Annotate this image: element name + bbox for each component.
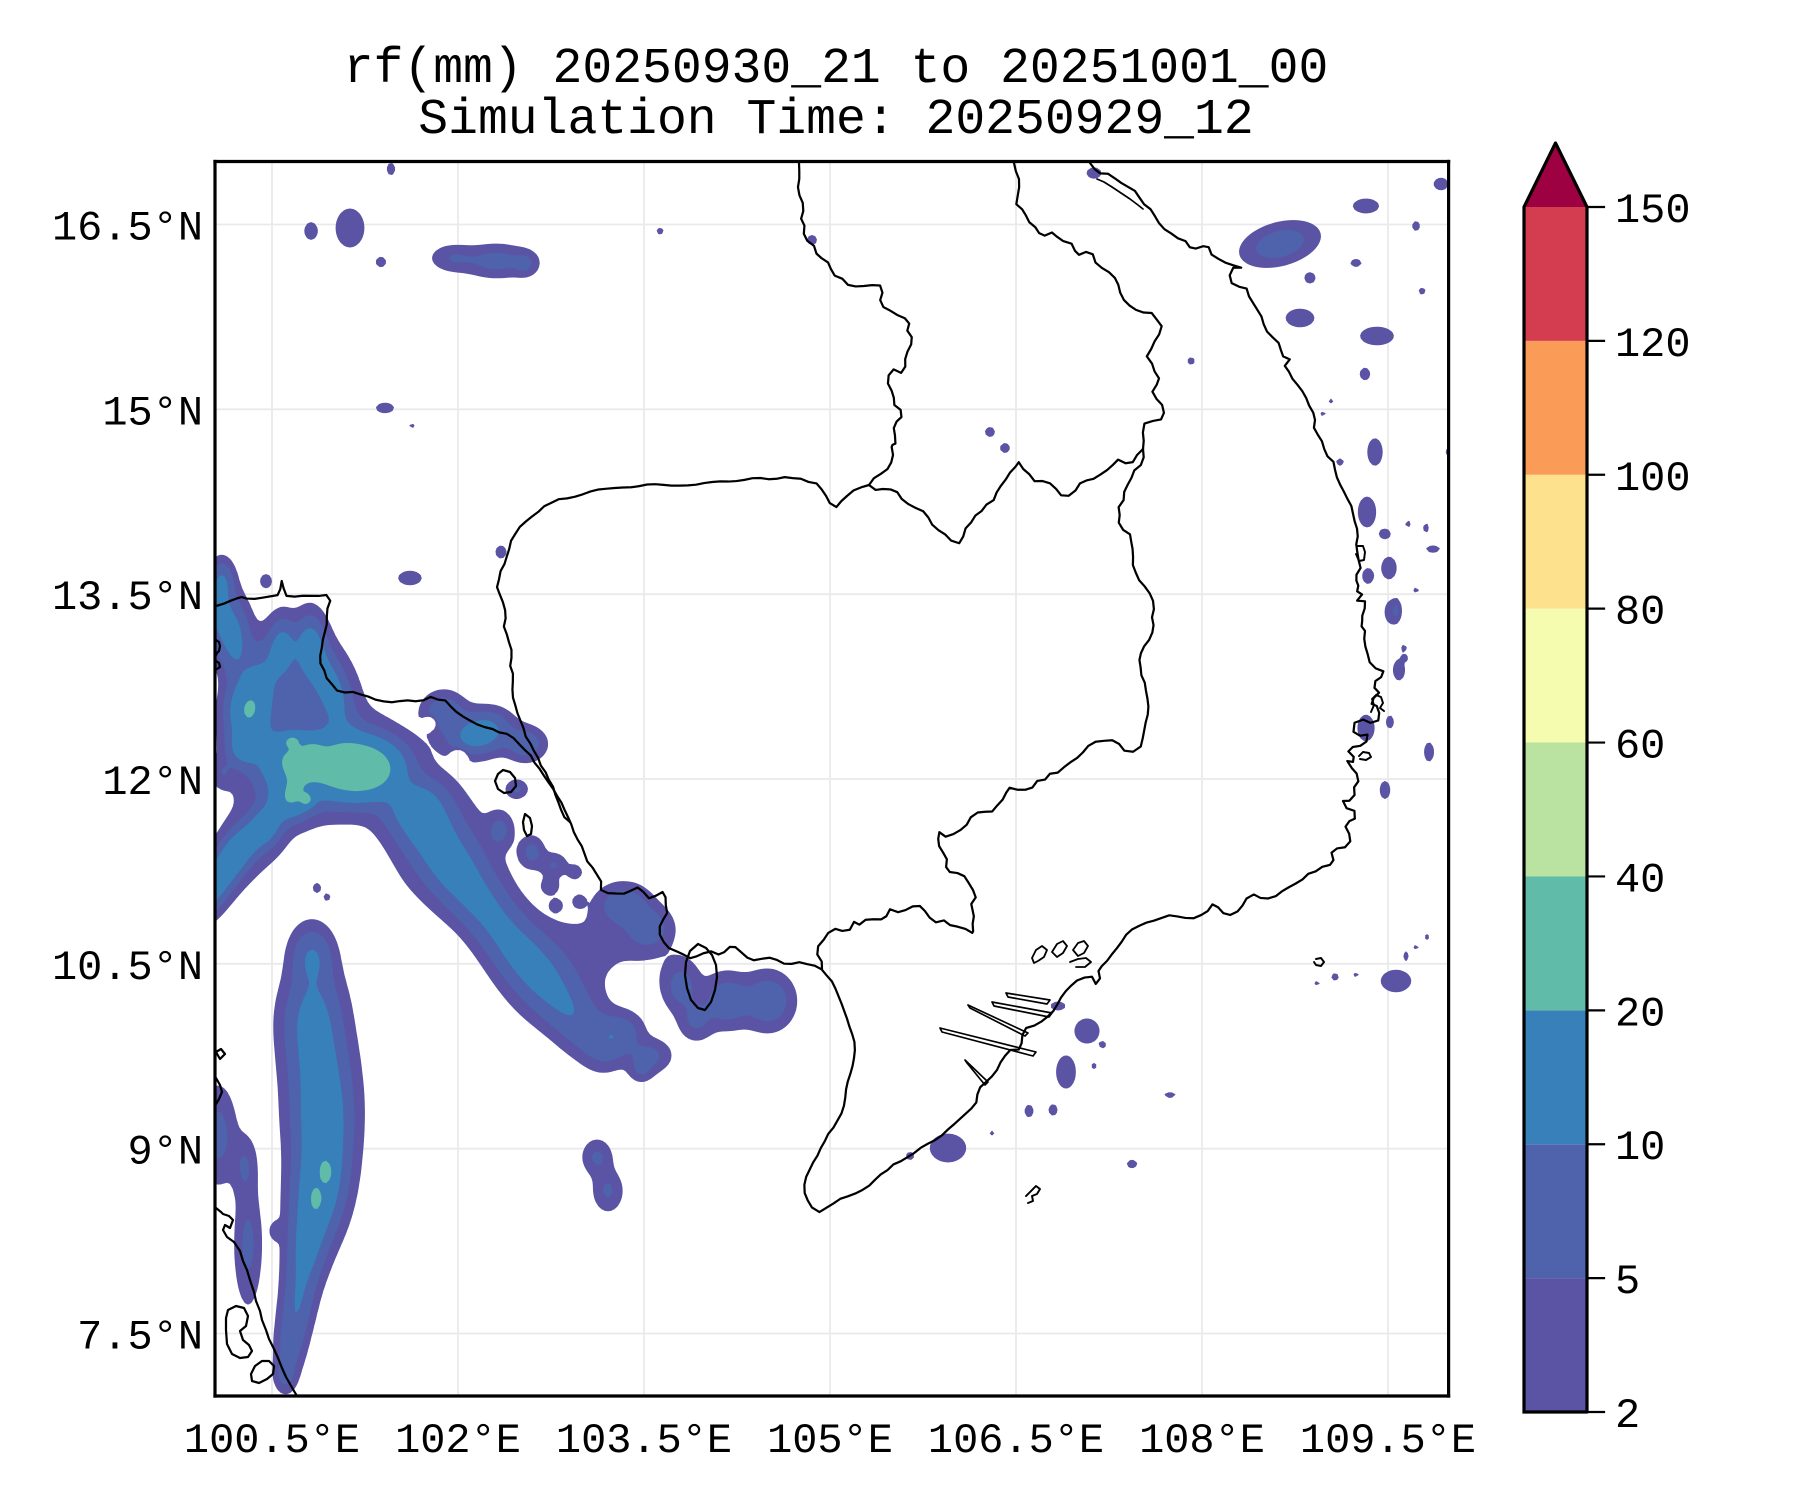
svg-text:2: 2 <box>1615 1392 1640 1440</box>
svg-text:100: 100 <box>1615 455 1690 503</box>
svg-text:106.5°E: 106.5°E <box>928 1417 1104 1465</box>
svg-text:15°N: 15°N <box>102 389 203 437</box>
svg-text:100.5°E: 100.5°E <box>184 1417 360 1465</box>
svg-text:60: 60 <box>1615 723 1665 771</box>
svg-text:7.5°N: 7.5°N <box>77 1314 203 1362</box>
svg-text:Simulation Time: 20250929_12: Simulation Time: 20250929_12 <box>418 92 1253 148</box>
svg-text:105°E: 105°E <box>767 1417 893 1465</box>
svg-text:20: 20 <box>1615 990 1665 1038</box>
svg-text:102°E: 102°E <box>395 1417 521 1465</box>
svg-text:40: 40 <box>1615 856 1665 904</box>
svg-text:150: 150 <box>1615 187 1690 235</box>
svg-text:12°N: 12°N <box>102 759 203 807</box>
svg-text:108°E: 108°E <box>1139 1417 1265 1465</box>
svg-text:80: 80 <box>1615 589 1665 637</box>
svg-text:103.5°E: 103.5°E <box>556 1417 732 1465</box>
svg-text:9°N: 9°N <box>128 1129 203 1177</box>
svg-text:13.5°N: 13.5°N <box>52 574 203 622</box>
svg-text:120: 120 <box>1615 321 1690 369</box>
svg-text:rf(mm) 20250930_21 to 20251001: rf(mm) 20250930_21 to 20251001_00 <box>344 41 1329 97</box>
svg-text:16.5°N: 16.5°N <box>52 205 203 253</box>
svg-text:109.5°E: 109.5°E <box>1300 1417 1476 1465</box>
svg-text:5: 5 <box>1615 1258 1640 1306</box>
svg-text:10.5°N: 10.5°N <box>52 944 203 992</box>
svg-text:10: 10 <box>1615 1124 1665 1172</box>
